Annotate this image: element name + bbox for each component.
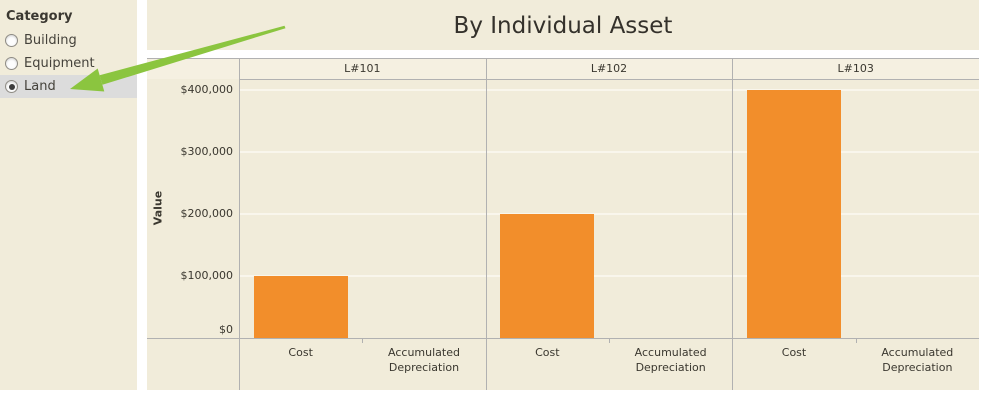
- panel-border: [485, 58, 487, 390]
- panel-header-l101: L#101: [344, 62, 381, 75]
- worksheet-top-border: [147, 58, 979, 59]
- y-gridline: [239, 275, 979, 278]
- category-filter-panel: Category Building Equipment Land: [0, 0, 137, 390]
- y-tick-label: $300,000: [180, 144, 234, 158]
- panel-header-l102: L#102: [590, 62, 628, 75]
- y-gridline: [239, 150, 979, 153]
- panel-border: [239, 58, 240, 390]
- category-label: Cost: [781, 346, 807, 359]
- category-tick: [362, 339, 364, 343]
- y-tick-label: $100,000: [180, 269, 234, 283]
- radio-icon-building[interactable]: [5, 34, 18, 47]
- y-tick-label: $0: [219, 322, 233, 336]
- category-tick: [855, 339, 857, 343]
- y-gridline: [239, 88, 979, 91]
- radio-label-equipment: Equipment: [24, 56, 95, 71]
- y-tick-label: $400,000: [180, 82, 234, 96]
- category-label: Accumulated Depreciation: [881, 346, 954, 374]
- header-bottom-border: [239, 79, 979, 80]
- radio-icon-land[interactable]: [5, 80, 18, 93]
- column-headers-band: [147, 59, 979, 79]
- radio-label-building: Building: [24, 33, 77, 48]
- chart-title-block: By Individual Asset: [147, 0, 979, 50]
- bar-l103-cost[interactable]: [747, 89, 841, 339]
- y-tick-label: $200,000: [180, 207, 234, 221]
- filter-title: Category: [6, 9, 73, 24]
- category-label: Cost: [288, 346, 313, 359]
- bar-l102-cost[interactable]: [500, 214, 595, 339]
- panel-border: [732, 58, 734, 390]
- category-label: Accumulated Depreciation: [634, 346, 707, 374]
- category-tick: [609, 339, 610, 343]
- chart-worksheet: Value L#101 Cost Accumulated Depreciation L…: [147, 58, 979, 390]
- radio-icon-equipment[interactable]: [5, 57, 18, 70]
- bar-l101-cost[interactable]: [253, 276, 348, 339]
- panel-header-l103: L#103: [837, 62, 874, 75]
- radio-option-building[interactable]: Building: [0, 29, 137, 52]
- chart-title: By Individual Asset: [453, 13, 673, 39]
- radio-option-equipment[interactable]: Equipment: [0, 52, 137, 75]
- x-axis-line: [147, 338, 979, 339]
- category-label: Accumulated Depreciation: [388, 346, 460, 374]
- y-gridline: [239, 213, 979, 216]
- category-label: Cost: [535, 346, 560, 359]
- radio-label-land: Land: [24, 79, 56, 94]
- radio-option-land[interactable]: Land: [0, 75, 137, 98]
